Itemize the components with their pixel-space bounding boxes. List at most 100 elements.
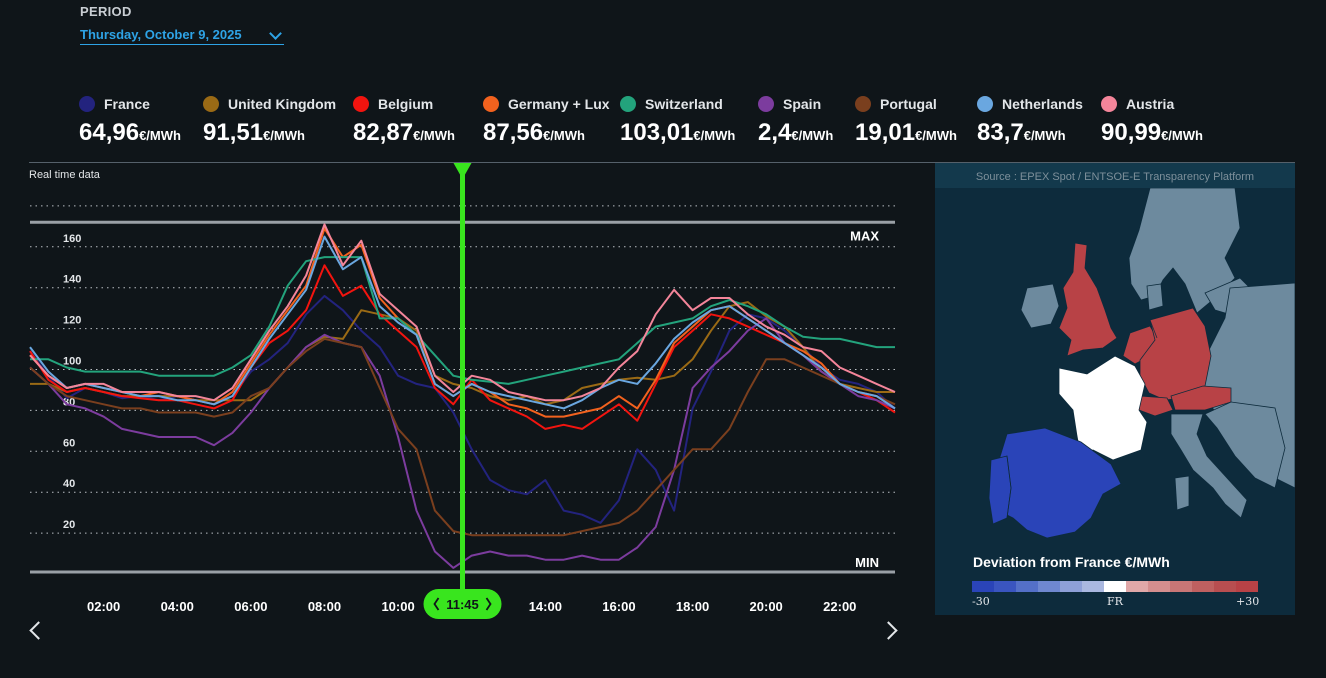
legend-item[interactable]: Portugal 19,01€/MWh [855, 95, 957, 147]
legend-item[interactable]: United Kingdom 91,51€/MWh [203, 95, 336, 147]
map-region-sardinia[interactable] [1174, 475, 1190, 511]
legend-price: 2,4€/MWh [758, 119, 833, 147]
scale-swatch [1192, 581, 1214, 592]
period-label: PERIOD [80, 4, 132, 19]
legend-item[interactable]: France 64,96€/MWh [79, 95, 181, 147]
legend-head: Portugal [855, 95, 957, 113]
scale-swatch [1082, 581, 1104, 592]
legend-price: 90,99€/MWh [1101, 119, 1203, 147]
x-tick-label: 20:00 [750, 599, 783, 614]
legend-item[interactable]: Switzerland 103,01€/MWh [620, 95, 735, 147]
legend-head: Belgium [353, 95, 455, 113]
legend-price-value: 64,96 [79, 119, 140, 146]
legend-price-unit: €/MWh [915, 128, 957, 143]
legend-color-dot-icon [620, 96, 636, 112]
legend-color-dot-icon [203, 96, 219, 112]
legend-head: France [79, 95, 181, 113]
max-label: MAX [850, 228, 879, 243]
scale-swatch [1236, 581, 1258, 592]
x-tick-label: 22:00 [823, 599, 856, 614]
legend-price-value: 90,99 [1101, 119, 1162, 146]
scale-swatch [1148, 581, 1170, 592]
map-region-balkans[interactable] [1204, 401, 1286, 489]
legend-country-name: Austria [1126, 96, 1175, 112]
y-tick-label: 60 [63, 437, 75, 449]
y-tick-label: 20 [63, 519, 75, 531]
legend-price-value: 2,4 [758, 119, 792, 146]
legend-head: Austria [1101, 95, 1203, 113]
legend-item[interactable]: Austria 90,99€/MWh [1101, 95, 1203, 147]
legend-color-dot-icon [483, 96, 499, 112]
legend-price-unit: €/MWh [693, 128, 736, 143]
map-region-denmark[interactable] [1146, 283, 1164, 311]
legend-color-dot-icon [855, 96, 871, 112]
legend-item[interactable]: Netherlands 83,7€/MWh [977, 95, 1083, 147]
legend-color-dot-icon [977, 96, 993, 112]
legend-item[interactable]: Spain 2,4€/MWh [758, 95, 833, 147]
deviation-scale [972, 581, 1258, 592]
deviation-map-panel: Source : EPEX Spot / ENTSOE-E Transparen… [935, 163, 1295, 615]
map-source: Source : EPEX Spot / ENTSOE-E Transparen… [935, 163, 1295, 188]
map-region-scandinavia[interactable] [1128, 188, 1241, 314]
map-borders [1006, 319, 1158, 519]
scale-swatch [1038, 581, 1060, 592]
price-legend: France 64,96€/MWh United Kingdom 91,51€/MWh… [79, 95, 1279, 155]
legend-head: Netherlands [977, 95, 1083, 113]
legend-country-name: Netherlands [1002, 96, 1083, 112]
legend-price-value: 87,56 [483, 119, 544, 146]
legend-price-unit: €/MWh [413, 128, 455, 143]
scale-min-label: -30 [972, 595, 990, 608]
legend-country-name: Germany + Lux [508, 96, 610, 112]
x-tick-label: 18:00 [676, 599, 709, 614]
time-cursor-handle-icon[interactable] [453, 163, 472, 179]
scale-swatch [1214, 581, 1236, 592]
x-tick-label: 02:00 [87, 599, 120, 614]
map-region-italy[interactable] [1170, 413, 1248, 519]
legend-price-unit: €/MWh [263, 128, 305, 143]
y-tick-label: 40 [63, 478, 75, 490]
scale-max-label: +30 [1236, 595, 1260, 608]
legend-price-unit: €/MWh [1161, 128, 1203, 143]
legend-country-name: Switzerland [645, 96, 723, 112]
legend-price-value: 82,87 [353, 119, 414, 146]
legend-price: 103,01€/MWh [620, 119, 735, 147]
chevron-right-icon [485, 597, 492, 611]
scale-swatch [1126, 581, 1148, 592]
legend-price: 87,56€/MWh [483, 119, 610, 147]
legend-color-dot-icon [1101, 96, 1117, 112]
map-region-france[interactable] [1058, 355, 1148, 461]
legend-price: 83,7€/MWh [977, 119, 1083, 147]
legend-price-value: 91,51 [203, 119, 264, 146]
legend-item[interactable]: Germany + Lux 87,56€/MWh [483, 95, 610, 147]
x-tick-label: 10:00 [381, 599, 414, 614]
x-tick-label: 08:00 [308, 599, 341, 614]
legend-price-value: 19,01 [855, 119, 916, 146]
time-cursor-label: 11:45 [446, 597, 479, 612]
x-tick-label: 04:00 [161, 599, 194, 614]
scale-swatch [1104, 581, 1126, 592]
map-region-ireland[interactable] [1020, 283, 1060, 329]
legend-item[interactable]: Belgium 82,87€/MWh [353, 95, 455, 147]
map-region-uk[interactable] [1058, 242, 1118, 357]
legend-head: United Kingdom [203, 95, 336, 113]
scale-swatch [1060, 581, 1082, 592]
x-tick-label: 16:00 [602, 599, 635, 614]
legend-country-name: Portugal [880, 96, 937, 112]
legend-price-unit: €/MWh [791, 128, 834, 143]
x-tick-label: 14:00 [529, 599, 562, 614]
scale-swatch [994, 581, 1016, 592]
period-dropdown[interactable]: Thursday, October 9, 2025 [80, 24, 284, 45]
map-region-switzerland[interactable] [1138, 395, 1174, 417]
legend-price-unit: €/MWh [1023, 128, 1066, 143]
map-title: Deviation from France €/MWh [973, 554, 1170, 570]
legend-head: Germany + Lux [483, 95, 610, 113]
time-cursor-pill[interactable] [423, 589, 502, 619]
legend-price: 64,96€/MWh [79, 119, 181, 147]
scale-swatch [972, 581, 994, 592]
scale-swatch [1170, 581, 1192, 592]
legend-head: Spain [758, 95, 833, 113]
legend-color-dot-icon [79, 96, 95, 112]
x-tick-label: 06:00 [234, 599, 267, 614]
legend-head: Switzerland [620, 95, 735, 113]
